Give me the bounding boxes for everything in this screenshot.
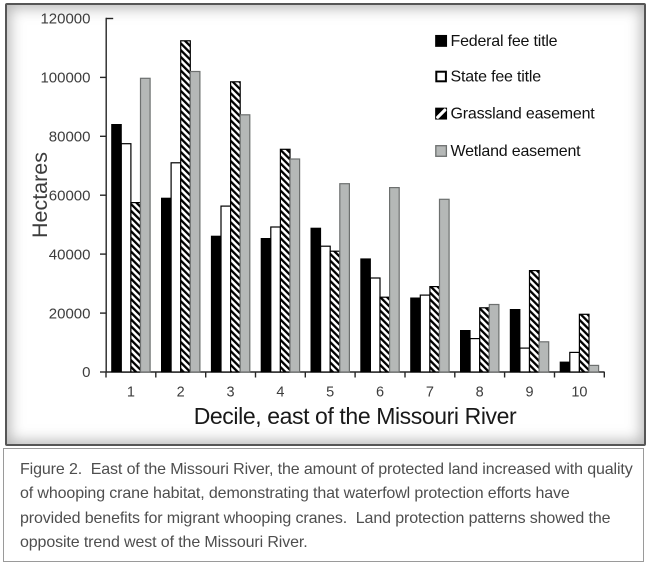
svg-text:100000: 100000 bbox=[40, 70, 90, 87]
svg-text:60000: 60000 bbox=[49, 187, 91, 204]
svg-text:1: 1 bbox=[127, 385, 135, 401]
svg-text:120000: 120000 bbox=[40, 11, 90, 28]
svg-text:10: 10 bbox=[571, 385, 587, 401]
svg-text:3: 3 bbox=[227, 385, 235, 401]
svg-text:Federal fee title: Federal fee title bbox=[451, 33, 558, 50]
svg-text:20000: 20000 bbox=[49, 305, 91, 322]
svg-text:Hectares: Hectares bbox=[28, 152, 52, 238]
svg-text:8: 8 bbox=[476, 385, 484, 401]
svg-text:7: 7 bbox=[426, 385, 434, 401]
svg-text:Grassland easement: Grassland easement bbox=[451, 106, 596, 123]
svg-text:6: 6 bbox=[376, 385, 384, 401]
svg-text:Decile, east of the Missouri R: Decile, east of the Missouri River bbox=[194, 403, 517, 429]
svg-text:80000: 80000 bbox=[49, 129, 91, 146]
svg-text:0: 0 bbox=[82, 364, 90, 381]
svg-text:2: 2 bbox=[177, 385, 185, 401]
svg-text:9: 9 bbox=[525, 385, 533, 401]
svg-text:Wetland easement: Wetland easement bbox=[451, 143, 582, 160]
svg-text:5: 5 bbox=[326, 385, 334, 401]
svg-text:40000: 40000 bbox=[49, 246, 91, 263]
svg-text:State fee title: State fee title bbox=[451, 68, 542, 85]
svg-text:4: 4 bbox=[276, 385, 284, 401]
